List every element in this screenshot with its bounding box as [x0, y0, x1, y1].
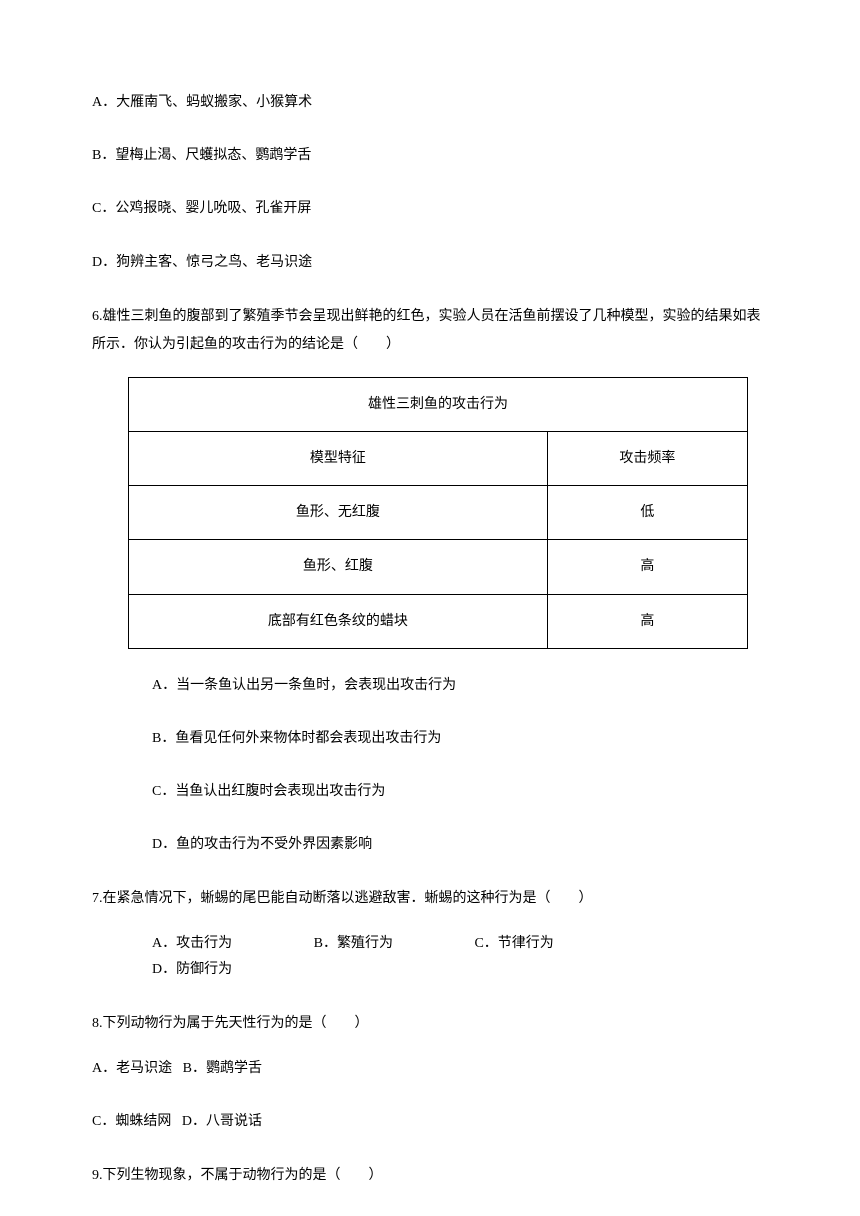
q5-option-c: C．公鸡报晓、婴儿吮吸、孔雀开屏	[92, 196, 768, 221]
table-row: 鱼形、红腹	[129, 540, 548, 594]
q6-option-b: B．鱼看见任何外来物体时都会表现出攻击行为	[152, 726, 768, 751]
q5-option-a: A．大雁南飞、蚂蚁搬家、小猴算术	[92, 90, 768, 115]
q8-options-row1: A．老马识途 B．鹦鹉学舌	[92, 1056, 768, 1081]
table-row: 鱼形、无红腹	[129, 486, 548, 540]
table-row: 高	[547, 594, 747, 648]
q8-option-a: A．老马识途	[92, 1061, 172, 1076]
q7-option-d: D．防御行为	[152, 957, 232, 982]
q7-option-b: B．繁殖行为	[314, 931, 393, 956]
table-header-col2: 攻击频率	[547, 431, 747, 485]
table-header-col1: 模型特征	[129, 431, 548, 485]
q7-option-c: C．节律行为	[474, 931, 553, 956]
q6-text: 6.雄性三刺鱼的腹部到了繁殖季节会呈现出鲜艳的红色，实验人员在活鱼前摆设了几种模…	[92, 303, 768, 359]
q6-option-d: D．鱼的攻击行为不受外界因素影响	[152, 832, 768, 857]
table-row: 高	[547, 540, 747, 594]
q5-option-d: D．狗辨主客、惊弓之鸟、老马识途	[92, 250, 768, 275]
table-row: 底部有红色条纹的蜡块	[129, 594, 548, 648]
q8-option-b: B．鹦鹉学舌	[183, 1061, 262, 1076]
q7-option-a: A．攻击行为	[152, 931, 232, 956]
q8-option-c: C．蜘蛛结网	[92, 1114, 171, 1129]
q6-option-a: A．当一条鱼认出另一条鱼时，会表现出攻击行为	[152, 673, 768, 698]
table-row: 低	[547, 486, 747, 540]
q7-options: A．攻击行为 B．繁殖行为 C．节律行为 D．防御行为	[152, 931, 768, 981]
q8-text: 8.下列动物行为属于先天性行为的是（ ）	[92, 1010, 768, 1038]
q9-text: 9.下列生物现象，不属于动物行为的是（ ）	[92, 1162, 768, 1190]
table-title: 雄性三刺鱼的攻击行为	[129, 377, 748, 431]
q6-table: 雄性三刺鱼的攻击行为 模型特征 攻击频率 鱼形、无红腹 低 鱼形、红腹 高 底部…	[128, 377, 768, 649]
q8-options-row2: C．蜘蛛结网 D．八哥说话	[92, 1109, 768, 1134]
q6-option-c: C．当鱼认出红腹时会表现出攻击行为	[152, 779, 768, 804]
q8-option-d: D．八哥说话	[182, 1114, 262, 1129]
q7-text: 7.在紧急情况下，蜥蜴的尾巴能自动断落以逃避敌害．蜥蜴的这种行为是（ ）	[92, 885, 768, 913]
q5-option-b: B．望梅止渴、尺蠖拟态、鹦鹉学舌	[92, 143, 768, 168]
